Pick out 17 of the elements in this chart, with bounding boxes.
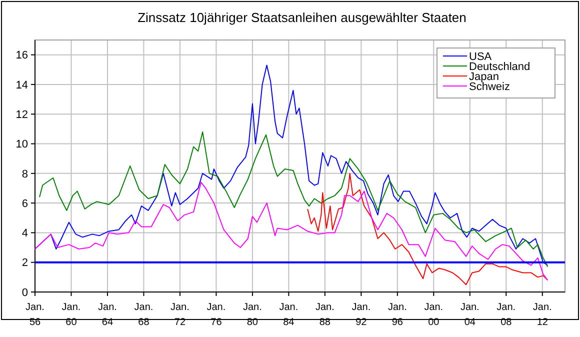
legend-label: Deutschland (469, 60, 530, 73)
y-tick-label: 6 (22, 198, 28, 210)
legend-label: USA (469, 50, 492, 63)
y-tick-label: 8 (22, 168, 28, 180)
y-tick-label: 16 (16, 50, 28, 62)
legend-label: Schweiz (469, 80, 510, 93)
legend-label: Japan (469, 70, 499, 83)
y-tick-label: 2 (22, 257, 28, 270)
y-tick-label: 4 (22, 228, 28, 240)
line-series (39, 131, 548, 268)
y-tick-label: 12 (16, 108, 28, 121)
y-tick-label: 10 (16, 138, 28, 151)
y-tick-label: 0 (22, 286, 28, 299)
chart-title: Zinssatz 10jähriger Staatsanleihen ausgewählter Staaten (138, 10, 466, 25)
y-tick-label: 14 (16, 79, 28, 92)
line-series (307, 172, 548, 286)
line-series (34, 182, 548, 281)
